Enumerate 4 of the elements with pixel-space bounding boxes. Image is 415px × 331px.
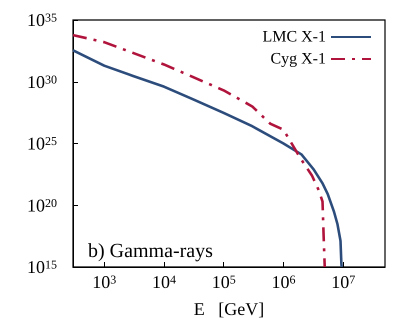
legend-label: Cyg X-1: [270, 50, 326, 68]
legend-label: LMC X-1: [262, 28, 326, 46]
x-axis-title: E [GeV]: [194, 299, 264, 319]
annotation: b) Gamma-rays: [88, 240, 214, 262]
